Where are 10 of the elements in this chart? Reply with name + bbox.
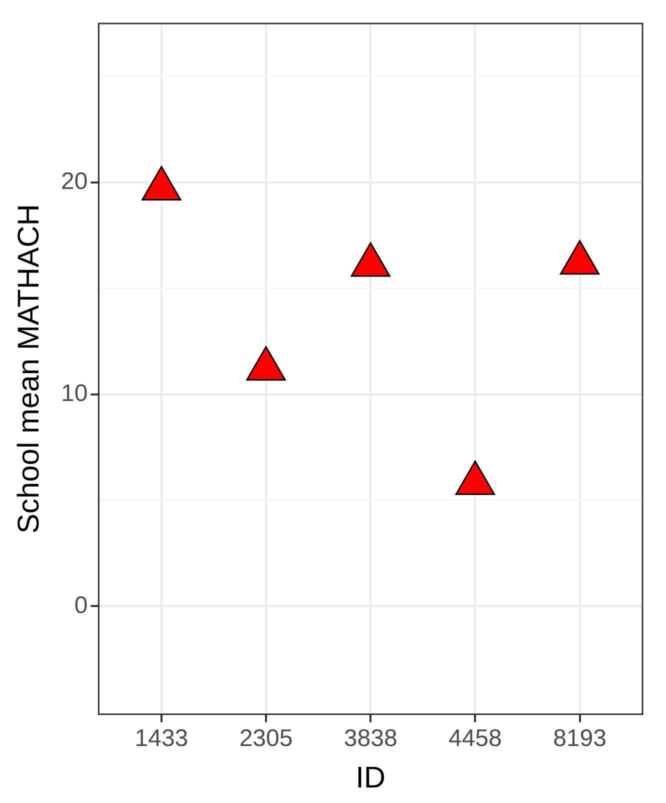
x-axis-title: ID bbox=[356, 761, 386, 794]
y-axis-title: School mean MATHACH bbox=[12, 204, 46, 534]
x-tick-label: 4458 bbox=[448, 725, 502, 752]
x-tick-label: 1433 bbox=[134, 725, 188, 752]
x-tick-label: 8193 bbox=[553, 725, 606, 752]
y-tick-label: 0 bbox=[74, 592, 88, 619]
x-tick-label: 2305 bbox=[239, 725, 293, 752]
y-tick-label: 20 bbox=[60, 168, 88, 196]
x-tick-label: 3838 bbox=[344, 725, 398, 752]
y-tick-label: 10 bbox=[60, 380, 88, 407]
